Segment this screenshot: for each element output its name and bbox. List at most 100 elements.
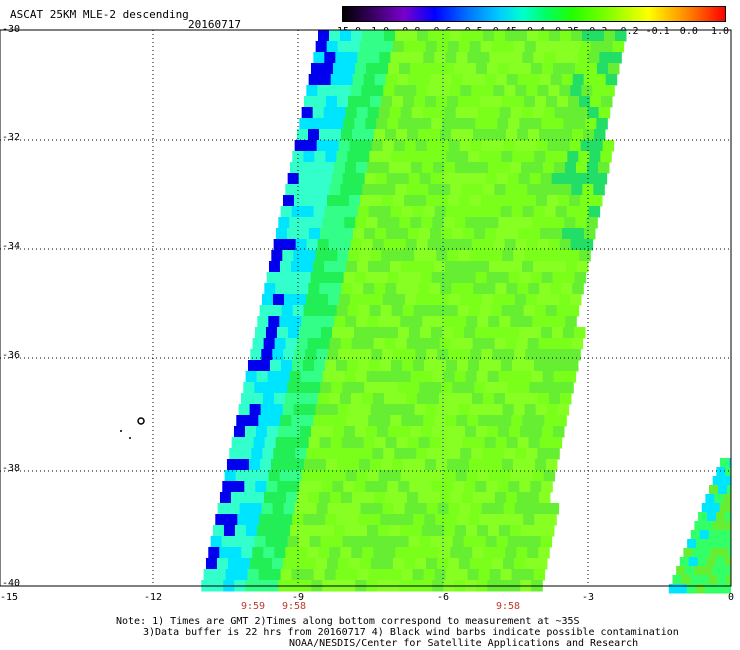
- swath-cell: [409, 272, 422, 284]
- swath-cell: [472, 492, 485, 504]
- swath-cell: [205, 558, 218, 570]
- swath-cell: [712, 566, 722, 576]
- swath-cell: [472, 547, 484, 559]
- swath-cell: [453, 63, 466, 75]
- swath-cell: [388, 162, 401, 174]
- swath-cell: [413, 514, 425, 526]
- swath-cell: [499, 316, 511, 328]
- swath-cell: [471, 85, 483, 97]
- swath-cell: [584, 173, 597, 185]
- swath-cell: [501, 305, 514, 317]
- swath-cell: [417, 129, 430, 141]
- swath-cell: [408, 536, 421, 548]
- swath-cell: [497, 272, 510, 284]
- swath-cell: [331, 173, 344, 185]
- swath-cell: [318, 30, 330, 42]
- swath-cell: [298, 536, 311, 548]
- swath-cell: [531, 525, 544, 537]
- swath-cell: [720, 458, 730, 468]
- swath-cell: [416, 85, 428, 97]
- swath-cell: [520, 217, 532, 229]
- swath-cell: [387, 426, 400, 438]
- swath-cell: [445, 360, 458, 372]
- swath-cell: [298, 382, 310, 394]
- swath-cell: [414, 250, 426, 262]
- swath-cell: [557, 195, 570, 207]
- swath-cell: [428, 547, 440, 559]
- swath-cell: [444, 316, 456, 328]
- swath-cell: [276, 382, 288, 394]
- swath-cell: [426, 349, 438, 361]
- swath-cell: [331, 382, 343, 394]
- swath-cell: [236, 569, 249, 581]
- swath-cell: [721, 521, 731, 531]
- swath-cell: [324, 206, 337, 218]
- swath-cell: [672, 575, 682, 585]
- lon-label: 0: [727, 592, 735, 603]
- swath-cell: [395, 492, 408, 504]
- swath-cell: [469, 404, 482, 416]
- swath-cell: [390, 52, 402, 64]
- swath-cell: [452, 382, 464, 394]
- swath-cell: [222, 481, 234, 493]
- swath-cell: [390, 360, 403, 372]
- swath-cell: [465, 525, 478, 537]
- swath-cell: [509, 371, 522, 383]
- swath-cell: [503, 349, 515, 361]
- swath-cell: [296, 184, 308, 196]
- swath-cell: [373, 338, 386, 350]
- swath-cell: [477, 107, 490, 119]
- swath-cell: [397, 173, 410, 185]
- swath-cell: [466, 470, 479, 482]
- swath-cell: [329, 184, 341, 196]
- swath-cell: [241, 492, 254, 504]
- swath-cell: [583, 228, 596, 240]
- swath-cell: [448, 294, 461, 306]
- swath-cell: [577, 52, 589, 64]
- swath-cell: [406, 547, 418, 559]
- swath-cell: [418, 283, 430, 295]
- swath-cell: [516, 338, 529, 350]
- swath-cell: [424, 305, 437, 317]
- swath-cell: [362, 547, 374, 559]
- swath-cell: [600, 96, 613, 108]
- swath-cell: [395, 184, 407, 196]
- swath-cell: [433, 107, 446, 119]
- swath-cell: [315, 250, 327, 262]
- swath-cell: [337, 195, 350, 207]
- swath-cell: [299, 118, 311, 130]
- swath-cell: [460, 85, 472, 97]
- swath-cell: [461, 30, 473, 42]
- swath-cell: [583, 74, 596, 86]
- swath-cell: [219, 492, 232, 504]
- swath-cell: [252, 547, 264, 559]
- swath-cell: [341, 437, 354, 449]
- swath-cell: [342, 327, 355, 339]
- swath-cell: [449, 239, 462, 251]
- swath-cell: [274, 547, 286, 559]
- swath-cell: [413, 305, 426, 317]
- swath-cell: [446, 151, 458, 163]
- swath-cell: [480, 558, 493, 570]
- swath-cell: [422, 107, 435, 119]
- swath-cell: [374, 228, 387, 240]
- swath-cell: [282, 404, 295, 416]
- swath-cell: [475, 272, 488, 284]
- swath-cell: [311, 162, 324, 174]
- swath-cell: [568, 250, 580, 262]
- swath-cell: [228, 503, 241, 515]
- swath-cell: [440, 228, 453, 240]
- swath-cell: [444, 107, 457, 119]
- swath-cell: [321, 426, 334, 438]
- swath-cell: [313, 52, 325, 64]
- swath-cell: [340, 30, 352, 42]
- swath-cell: [530, 272, 543, 284]
- swath-cell: [357, 415, 369, 427]
- swath-cell: [521, 261, 534, 273]
- swath-cell: [258, 569, 271, 581]
- swath-cell: [433, 261, 446, 273]
- swath-cell: [409, 63, 422, 75]
- swath-cell: [233, 426, 246, 438]
- swath-cell: [317, 393, 330, 405]
- swath-cell: [553, 162, 566, 174]
